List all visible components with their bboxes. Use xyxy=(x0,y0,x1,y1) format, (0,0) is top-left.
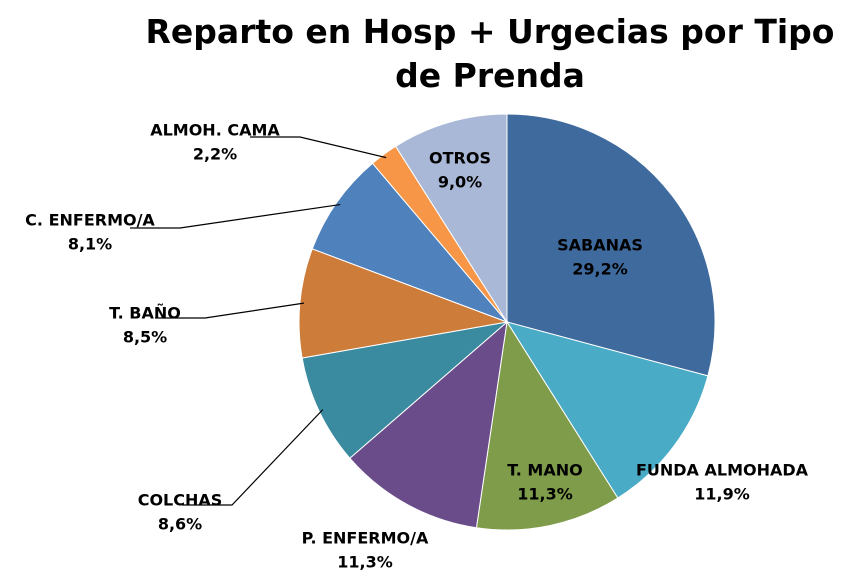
slice-value: 29,2% xyxy=(572,260,628,279)
pie-slice xyxy=(505,321,709,499)
pie-slice xyxy=(475,320,619,531)
leader-line xyxy=(182,409,324,506)
pie-slice xyxy=(506,113,716,377)
chart-title: Reparto en Hosp + Urgecias por Tipo de P… xyxy=(145,12,835,95)
slice-label: ALMOH. CAMA xyxy=(150,121,280,140)
pie-slice xyxy=(311,162,509,324)
pie-slice xyxy=(394,113,508,324)
slice-value: 11,3% xyxy=(517,485,573,504)
slice-label: COLCHAS xyxy=(138,491,223,510)
slice-label: C. ENFERMO/A xyxy=(25,211,155,230)
slice-label: T. BAÑO xyxy=(109,304,181,323)
slice-label: T. MANO xyxy=(507,461,582,480)
leader-line xyxy=(250,136,387,159)
leader-line xyxy=(155,302,304,319)
pie-slice xyxy=(298,248,509,359)
slice-label: SABANAS xyxy=(557,236,643,255)
pie-slice xyxy=(349,320,508,529)
slice-label: OTROS xyxy=(429,149,491,168)
slice-value: 9,0% xyxy=(438,173,482,192)
slice-value: 8,5% xyxy=(123,328,167,347)
pie-slice xyxy=(301,321,509,459)
slice-value: 11,3% xyxy=(337,553,393,572)
slice-value: 2,2% xyxy=(193,145,237,164)
slice-value: 11,9% xyxy=(694,485,750,504)
leader-line xyxy=(130,203,341,229)
slice-label: P. ENFERMO/A xyxy=(302,529,429,548)
slice-value: 8,6% xyxy=(158,515,202,534)
slice-value: 8,1% xyxy=(68,235,112,254)
slice-label: FUNDA ALMOHADA xyxy=(636,461,809,480)
